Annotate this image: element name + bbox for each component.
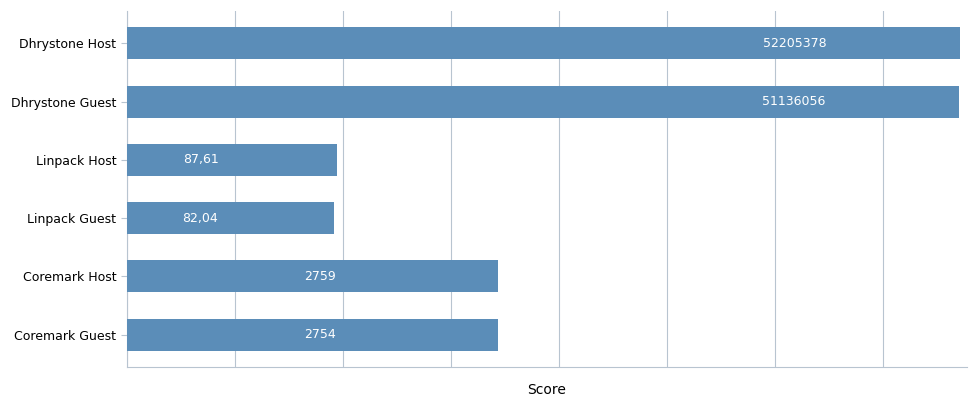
- Text: 87,61: 87,61: [183, 153, 219, 166]
- Bar: [0, 260, 498, 293]
- Bar: [0, 27, 959, 59]
- Text: 52205378: 52205378: [763, 37, 827, 50]
- Bar: [0, 144, 336, 176]
- Bar: [0, 319, 498, 351]
- Text: 2754: 2754: [303, 328, 335, 341]
- X-axis label: Score: Score: [527, 383, 566, 397]
- Bar: [0, 202, 333, 234]
- Bar: [0, 86, 958, 118]
- Text: 51136056: 51136056: [762, 95, 825, 108]
- Text: 2759: 2759: [304, 270, 335, 283]
- Text: 82,04: 82,04: [182, 212, 218, 225]
